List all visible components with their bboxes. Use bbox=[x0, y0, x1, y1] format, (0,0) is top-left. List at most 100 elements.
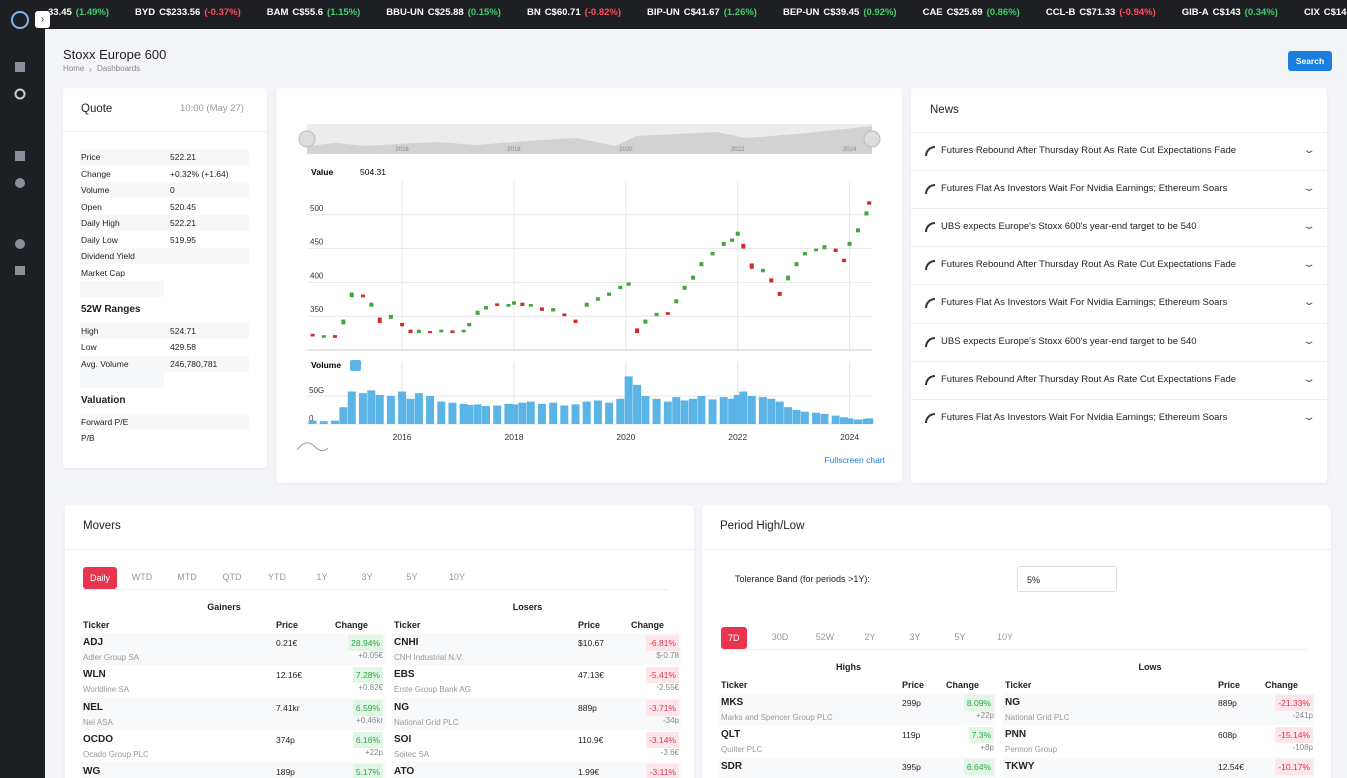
volume-bar bbox=[633, 384, 642, 424]
nav-icon[interactable] bbox=[15, 62, 25, 72]
company-name: Erste Group Bank AG bbox=[394, 685, 471, 695]
ticker-price: C$233.56 bbox=[159, 7, 201, 18]
change-abs: +22p bbox=[975, 711, 994, 720]
news-headline[interactable]: Futures Rebound After Thursday Rout As R… bbox=[941, 373, 1237, 385]
volume-bar bbox=[526, 401, 535, 424]
table-title: Lows bbox=[1138, 662, 1162, 672]
candle bbox=[360, 294, 365, 298]
news-headline[interactable]: Futures Flat As Investors Wait For Nvidi… bbox=[941, 411, 1228, 423]
volume-bar bbox=[493, 405, 502, 424]
volume-bar bbox=[518, 402, 527, 424]
tab[interactable]: 1Y bbox=[316, 572, 328, 582]
row-bg bbox=[1003, 757, 1315, 778]
ticker-symbol: BYD bbox=[135, 7, 156, 18]
tab[interactable]: Daily bbox=[83, 567, 118, 589]
candle bbox=[643, 319, 648, 324]
tab[interactable]: MTD bbox=[177, 572, 197, 582]
row-bg bbox=[392, 762, 681, 778]
candle bbox=[822, 245, 827, 250]
row-bg bbox=[81, 633, 385, 666]
sidebar bbox=[0, 0, 45, 778]
price: 0.21€ bbox=[276, 638, 298, 648]
ticker-item[interactable]: BIP-UN C$41.67 (1.26%) bbox=[647, 7, 757, 19]
change-abs: -241p bbox=[1292, 711, 1313, 720]
column-header: Price bbox=[902, 680, 925, 690]
news-headline[interactable]: Futures Flat As Investors Wait For Nvidi… bbox=[941, 183, 1228, 195]
tab[interactable]: 7D bbox=[721, 627, 747, 649]
quote-value: 246,780,781 bbox=[170, 358, 218, 369]
ticker-price: 33.45 bbox=[48, 7, 72, 18]
news-headline[interactable]: UBS expects Europe's Stoxx 600's year-en… bbox=[941, 335, 1197, 347]
ticker-price: C$60.71 bbox=[544, 7, 581, 18]
ticker-change: (1.26%) bbox=[723, 7, 757, 18]
tab[interactable]: WTD bbox=[131, 572, 153, 582]
tab[interactable]: 5Y bbox=[406, 572, 418, 582]
ticker-item[interactable]: BN C$60.71 (-0.82%) bbox=[527, 7, 621, 19]
x-tick-label: 2016 bbox=[393, 432, 412, 442]
ticker-item[interactable]: BEP-UN C$39.45 (0.92%) bbox=[783, 7, 897, 19]
range-icon[interactable] bbox=[296, 442, 329, 452]
nav-icon[interactable] bbox=[15, 151, 25, 161]
nav-icon[interactable] bbox=[15, 178, 25, 188]
navigator-handle[interactable] bbox=[298, 130, 316, 148]
price: 374p bbox=[276, 734, 295, 745]
tab[interactable]: QTD bbox=[222, 572, 242, 582]
search-button[interactable]: Search bbox=[1288, 51, 1332, 71]
divider bbox=[63, 131, 267, 132]
row-bg bbox=[80, 248, 249, 264]
news-headline[interactable]: Futures Rebound After Thursday Rout As R… bbox=[941, 145, 1237, 156]
nav-icon[interactable] bbox=[15, 239, 25, 249]
news-headline[interactable]: UBS expects Europe's Stoxx 600's year-en… bbox=[941, 221, 1197, 233]
ticker-item[interactable]: BAM C$55.6 (1.15%) bbox=[267, 7, 361, 19]
tab[interactable]: 52W bbox=[815, 632, 835, 642]
ticker-item[interactable]: BBU-UN C$25.88 (0.15%) bbox=[386, 7, 501, 19]
ticker-item[interactable]: GIB-A C$143 (0.34%) bbox=[1182, 7, 1278, 19]
tab[interactable]: 3Y bbox=[909, 632, 921, 642]
nav-icon[interactable] bbox=[14, 88, 26, 100]
volume-bar bbox=[719, 397, 728, 424]
volume-bar bbox=[339, 407, 348, 424]
ticker-item[interactable]: 33.45 (1.49%) bbox=[48, 7, 109, 19]
nav-icon[interactable] bbox=[15, 266, 25, 275]
news-icon bbox=[925, 260, 935, 271]
news-icon bbox=[925, 146, 935, 156]
tolerance-input[interactable]: 5% bbox=[1017, 566, 1117, 592]
y-tick-label: 500 bbox=[310, 204, 324, 213]
tab[interactable]: 10Y bbox=[448, 572, 466, 582]
card-title: Period High/Low bbox=[720, 520, 805, 532]
row-bg bbox=[80, 281, 164, 297]
divider bbox=[911, 208, 1327, 210]
tab[interactable]: 2Y bbox=[864, 632, 876, 642]
fullscreen-link[interactable]: Fullscreen chart bbox=[825, 455, 886, 465]
volume-bar bbox=[784, 407, 793, 424]
chevron: ⌄ bbox=[1302, 183, 1316, 195]
tab[interactable]: 3Y bbox=[361, 572, 373, 582]
news-headline[interactable]: Futures Rebound After Thursday Rout As R… bbox=[941, 259, 1237, 271]
tab[interactable]: 30D bbox=[771, 632, 789, 642]
divider bbox=[65, 549, 694, 550]
ticker-item[interactable]: CAE C$25.69 (0.86%) bbox=[923, 7, 1020, 19]
news-headline[interactable]: Futures Flat As Investors Wait For Nvidi… bbox=[941, 297, 1228, 309]
ticker-item[interactable]: CCL-B C$71.33 (-0.94%) bbox=[1046, 7, 1156, 19]
sidebar-toggle[interactable]: › bbox=[35, 11, 50, 28]
ticker-item[interactable]: BYD C$233.56 (-0.37%) bbox=[135, 7, 241, 19]
navigator-handle[interactable] bbox=[863, 130, 881, 148]
candle bbox=[310, 333, 315, 337]
volume-bar bbox=[459, 403, 468, 424]
volume-bar bbox=[767, 398, 776, 424]
volume-bar bbox=[820, 413, 829, 424]
quote-value: 519.95 bbox=[170, 234, 196, 245]
change-abs: +22p bbox=[364, 747, 383, 757]
tab[interactable]: 10Y bbox=[996, 632, 1014, 642]
navigator-label: 2020 bbox=[619, 147, 633, 153]
change-abs: -34p bbox=[662, 715, 679, 725]
price: 12.16€ bbox=[276, 670, 302, 681]
volume-bar bbox=[560, 405, 569, 424]
divider bbox=[911, 360, 1327, 362]
news-card bbox=[911, 88, 1327, 483]
quote-label: Price bbox=[81, 152, 101, 162]
tab[interactable]: 5Y bbox=[954, 632, 966, 642]
change-badge: 5.17% bbox=[352, 764, 383, 778]
tab[interactable]: YTD bbox=[268, 572, 286, 582]
